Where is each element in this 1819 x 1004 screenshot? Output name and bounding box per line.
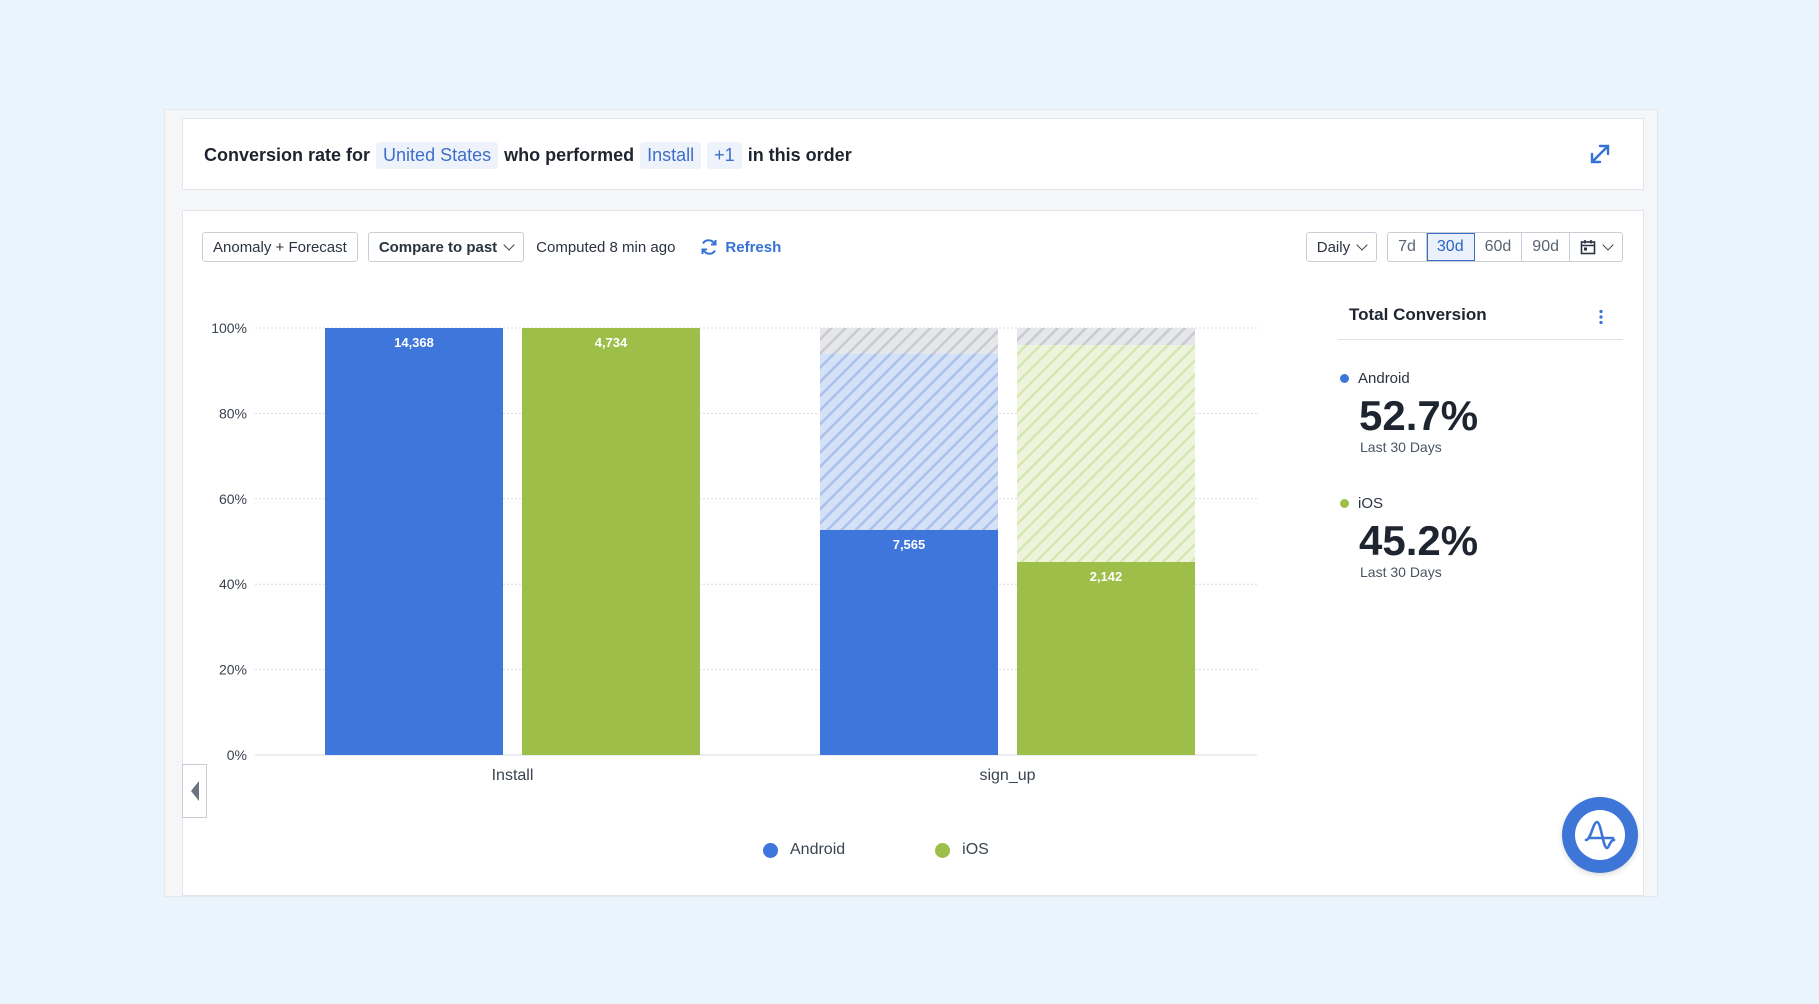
- total-conversion-panel: Total Conversion Android 52.7% Last 30 D…: [1338, 297, 1623, 580]
- ios-dot: [1340, 499, 1349, 508]
- query-header: Conversion rate for United States who pe…: [182, 118, 1644, 190]
- x-category-label: sign_up: [979, 767, 1035, 784]
- range-selector: 7d 30d 60d 90d: [1387, 232, 1623, 262]
- bar-ios-install[interactable]: [522, 328, 700, 755]
- chart-toolbar: Anomaly + Forecast Compare to past Compu…: [202, 232, 781, 262]
- compare-label: Compare to past: [378, 238, 498, 256]
- legend-item-android[interactable]: Android: [763, 841, 845, 859]
- range-controls: Daily 7d 30d 60d 90d: [1305, 232, 1623, 262]
- bar-android-sign_up[interactable]: [820, 529, 998, 755]
- refresh-label: Refresh: [725, 238, 782, 256]
- metric-name: iOS: [1358, 495, 1384, 512]
- bar-dropoff[interactable]: [1017, 345, 1195, 562]
- bar-value-label: 2,142: [1090, 569, 1123, 584]
- anomaly-forecast-button[interactable]: Anomaly + Forecast: [202, 232, 358, 262]
- range-60d[interactable]: 60d: [1475, 233, 1523, 261]
- panel-title-text: Total Conversion: [1349, 305, 1487, 324]
- metric-label: Android: [1340, 370, 1623, 387]
- bar-value-label: 7,565: [893, 537, 926, 552]
- chevron-down-icon: [1356, 239, 1368, 251]
- range-30d[interactable]: 30d: [1426, 233, 1475, 261]
- legend-item-ios[interactable]: iOS: [935, 841, 989, 859]
- metric-label: iOS: [1340, 495, 1623, 512]
- metric-period: Last 30 Days: [1360, 439, 1442, 455]
- legend-label: Android: [790, 841, 846, 858]
- computed-status: Computed 8 min ago: [536, 238, 676, 256]
- bar-dropoff-gray[interactable]: [820, 328, 998, 354]
- expand-icon[interactable]: [1587, 141, 1613, 167]
- collapse-panel-button[interactable]: [182, 764, 207, 818]
- chart-card: Anomaly + Forecast Compare to past Compu…: [182, 210, 1644, 896]
- bar-dropoff-gray[interactable]: [1017, 328, 1195, 346]
- y-tick-label: 60%: [219, 491, 247, 507]
- metric-value: 52.7%: [1359, 392, 1479, 439]
- query-suffix: in this order: [747, 144, 852, 165]
- query-middle: who performed: [504, 144, 635, 165]
- bar-value-label: 4,734: [595, 335, 628, 350]
- y-tick-label: 40%: [219, 576, 247, 592]
- metric-value: 45.2%: [1359, 517, 1479, 564]
- assistant-button[interactable]: [1562, 797, 1638, 873]
- android-dot: [1340, 374, 1349, 383]
- bar-ios-sign_up[interactable]: [1017, 561, 1195, 755]
- metric-name: Android: [1358, 370, 1410, 387]
- x-category-label: Install: [492, 767, 534, 784]
- chevron-down-icon: [1602, 239, 1614, 251]
- event-chip[interactable]: Install: [640, 141, 702, 169]
- panel-title: Total Conversion: [1338, 297, 1623, 340]
- chevron-down-icon: [503, 239, 515, 251]
- compare-to-past-dropdown[interactable]: Compare to past: [367, 232, 525, 262]
- calendar-icon: [1580, 240, 1596, 255]
- interval-label: Daily: [1316, 238, 1351, 256]
- metric-android: Android 52.7% Last 30 Days: [1338, 370, 1623, 455]
- y-tick-label: 0%: [227, 747, 247, 763]
- legend-dot: [763, 842, 778, 858]
- amplitude-logo-icon: [1575, 810, 1625, 860]
- chart-legend: Android iOS: [763, 841, 989, 859]
- metric-ios: iOS 45.2% Last 30 Days: [1338, 495, 1623, 580]
- y-tick-label: 20%: [219, 662, 247, 678]
- bar-android-install[interactable]: [325, 328, 503, 755]
- legend-dot: [935, 842, 951, 858]
- more-options-icon[interactable]: [1599, 309, 1603, 325]
- refresh-icon: [701, 239, 717, 255]
- bar-dropoff[interactable]: [820, 353, 998, 530]
- range-90d[interactable]: 90d: [1522, 233, 1570, 261]
- query-prefix: Conversion rate for: [204, 144, 371, 165]
- refresh-button[interactable]: Refresh: [699, 237, 781, 257]
- query-sentence: Conversion rate for United States who pe…: [204, 141, 852, 169]
- bar-value-label: 14,368: [394, 335, 434, 350]
- y-tick-label: 80%: [219, 405, 247, 421]
- date-picker-button[interactable]: [1570, 233, 1622, 261]
- legend-label: iOS: [962, 841, 989, 858]
- interval-dropdown[interactable]: Daily: [1305, 232, 1378, 262]
- y-tick-label: 100%: [211, 320, 247, 336]
- segment-chip[interactable]: United States: [376, 141, 499, 169]
- extra-events-chip[interactable]: +1: [707, 141, 742, 169]
- range-7d[interactable]: 7d: [1388, 233, 1427, 261]
- metric-period: Last 30 Days: [1360, 564, 1442, 580]
- chevron-left-icon: [190, 781, 199, 801]
